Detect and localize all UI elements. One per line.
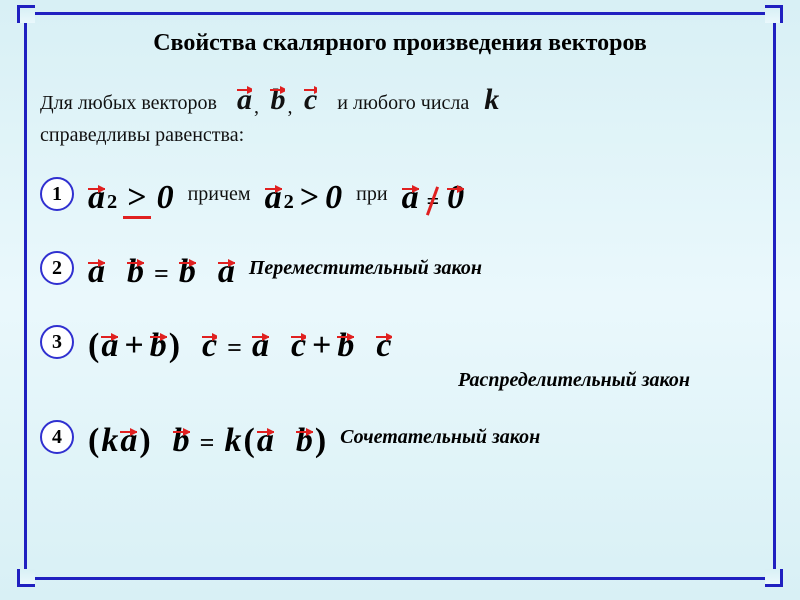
p4-b1: b [173, 414, 190, 460]
p1-gt: > [300, 179, 319, 217]
plus: + [124, 327, 143, 365]
rparen4b: ) [315, 422, 326, 460]
dot-icon [203, 272, 211, 280]
p1-sq1: 2 [107, 191, 117, 214]
eq-sign: = [200, 428, 215, 458]
p3-c2: c [291, 319, 306, 365]
eq-sign: = [154, 259, 169, 289]
slide-title: Свойства скалярного произведения векторо… [40, 30, 760, 57]
law-3: Распределительный закон [458, 369, 690, 391]
eq-sign: = [227, 333, 242, 363]
p2-b2: b [179, 245, 196, 291]
p1-word2: при [356, 183, 387, 206]
dot-icon [187, 346, 195, 354]
p2-a2: a [218, 245, 235, 291]
property-2: 2 a b = b a Переместительный закон [40, 245, 760, 291]
property-3: 3 ( a + b ) c = a c + b c [40, 319, 760, 365]
p4-a2: a [257, 414, 274, 460]
law-4: Сочетательный закон [340, 426, 540, 449]
p3-c1: c [202, 319, 217, 365]
p1-sq2: 2 [284, 191, 294, 214]
dot-icon [276, 346, 284, 354]
corner-br [765, 569, 783, 587]
badge-3: 3 [40, 325, 74, 359]
lparen4b: ( [243, 422, 254, 460]
p4-a1: a [120, 414, 137, 460]
p1-word1: причем [188, 183, 251, 206]
p3-b2: b [337, 319, 354, 365]
rparen4: ) [139, 422, 150, 460]
corner-bl [17, 569, 35, 587]
rparen: ) [169, 327, 180, 365]
p3-a2: a [252, 319, 269, 365]
comma2: , [287, 93, 292, 121]
p3-c3: c [376, 319, 391, 365]
p1-a1: a [88, 171, 105, 217]
dot-icon [158, 441, 166, 449]
property-4: 4 ( k a ) b = k ( a b ) Сочетательный за… [40, 414, 760, 460]
dot-icon [281, 441, 289, 449]
vec-a: a [237, 71, 252, 121]
p2-a1: a [88, 245, 105, 291]
p3-b1: b [150, 319, 167, 365]
property-1: 1 a 2 > 0 причем a 2 > 0 при a = 0 [40, 171, 760, 217]
intro-text: Для любых векторов a , b , c и любого чи… [40, 71, 760, 149]
p4-k1: k [101, 422, 118, 460]
vec-b: b [270, 71, 285, 121]
badge-1: 1 [40, 177, 74, 211]
corner-tl [17, 5, 35, 23]
p2-b1: b [127, 245, 144, 291]
intro-part3: справедливы равенства: [40, 124, 244, 146]
lparen: ( [88, 327, 99, 365]
ge-underline [123, 216, 150, 219]
dot-icon [361, 346, 369, 354]
corner-tr [765, 5, 783, 23]
p3-a1: a [101, 319, 118, 365]
plus2: + [312, 327, 331, 365]
p1-a2: a [265, 171, 282, 217]
lparen4: ( [88, 422, 99, 460]
law-3-wrap: Распределительный закон [40, 369, 760, 392]
badge-2: 2 [40, 251, 74, 285]
p1-zero3: 0 [447, 171, 464, 217]
dot-icon [112, 272, 120, 280]
intro-part2: и любого числа [337, 92, 469, 114]
badge-4: 4 [40, 420, 74, 454]
p1-zero2: 0 [325, 179, 342, 217]
scalar-k: k [484, 79, 499, 121]
intro-part1: Для любых векторов [40, 92, 217, 114]
p4-k2: k [224, 422, 241, 460]
p1-a3: a [402, 171, 419, 217]
p1-ge: > [127, 179, 146, 216]
p1-zero1: 0 [157, 179, 174, 217]
vec-c: c [304, 71, 317, 121]
comma1: , [254, 93, 259, 121]
content-area: Свойства скалярного произведения векторо… [40, 30, 760, 570]
law-2: Переместительный закон [249, 257, 482, 280]
p4-b2: b [296, 414, 313, 460]
